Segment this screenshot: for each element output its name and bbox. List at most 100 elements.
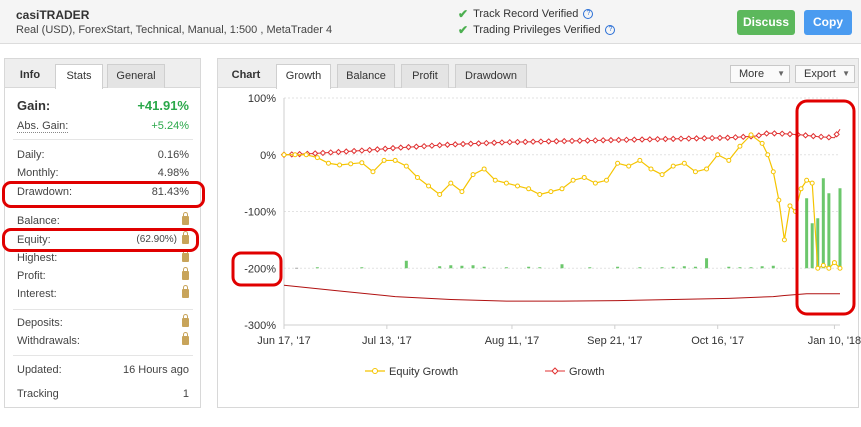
growth-point xyxy=(631,136,638,143)
growth-point xyxy=(763,130,770,137)
bar xyxy=(838,188,842,269)
tracking-value[interactable]: 1 xyxy=(182,388,189,400)
growth-point xyxy=(529,138,537,145)
equity-point xyxy=(314,155,320,161)
chart-panel: Chart Growth Balance Profit Drawdown Mor… xyxy=(217,58,859,408)
bar xyxy=(404,260,408,269)
bar xyxy=(560,264,564,269)
more-dropdown[interactable]: More ▼ xyxy=(730,65,790,83)
account-name[interactable]: casiTRADER xyxy=(16,8,90,22)
x-axis-ticks: Jun 17, '17 Jul 13, '17 Aug 11, '17 Sep 21,… xyxy=(257,325,861,347)
growth-point xyxy=(327,149,334,156)
daily-value: 0.16% xyxy=(157,149,189,161)
bar xyxy=(682,266,686,269)
profit-row: Profit: xyxy=(17,267,189,282)
balance-line xyxy=(283,284,840,302)
growth-point xyxy=(833,131,840,138)
growth-point xyxy=(545,138,552,145)
tab-general[interactable]: General xyxy=(107,64,165,88)
equity-point xyxy=(765,152,771,158)
chart-tabs: Chart Growth Balance Profit Drawdown Mor… xyxy=(218,59,858,89)
growth-point xyxy=(296,150,303,158)
chart-grid xyxy=(283,97,840,326)
abs-gain-label[interactable]: Abs. Gain: xyxy=(17,120,69,133)
growth-point xyxy=(607,136,615,144)
bar xyxy=(816,218,820,269)
bar xyxy=(638,267,642,269)
chart-lines xyxy=(280,128,843,302)
equity-point xyxy=(776,197,782,203)
tab-growth[interactable]: Growth xyxy=(276,64,331,89)
chevron-down-icon: ▼ xyxy=(842,69,850,78)
equity-point xyxy=(804,177,810,183)
monthly-value: 4.98% xyxy=(157,167,189,179)
bar xyxy=(438,266,442,269)
discuss-button[interactable]: Discuss xyxy=(737,10,795,35)
growth-point xyxy=(420,142,428,150)
y-tick-label: -300% xyxy=(244,320,276,332)
tab-drawdown[interactable]: Drawdown xyxy=(455,64,527,88)
tab-balance[interactable]: Balance xyxy=(337,64,395,88)
x-tick-label: Sep 21, '17 xyxy=(587,335,642,347)
equity-point xyxy=(537,191,543,197)
export-dropdown[interactable]: Export ▼ xyxy=(795,65,855,83)
equity-point xyxy=(748,132,754,138)
x-tick-label: Oct 16, '17 xyxy=(691,335,744,347)
equity-point xyxy=(281,152,287,158)
equity-point xyxy=(820,262,826,268)
tracking-row: Tracking 1 xyxy=(17,388,189,400)
bar xyxy=(660,267,664,269)
equity-point xyxy=(426,183,432,189)
tab-info[interactable]: Info xyxy=(19,69,41,81)
equity-point xyxy=(492,177,498,183)
lock-icon[interactable] xyxy=(182,212,189,227)
abs-gain-value: +5.24% xyxy=(151,120,189,132)
equity-point xyxy=(603,177,609,183)
growth-point xyxy=(514,138,521,146)
annotation-drop-box xyxy=(795,99,856,316)
x-tick-label: Aug 11, '17 xyxy=(485,335,540,347)
account-details: Real (USD), ForexStart, Technical, Manua… xyxy=(16,24,333,36)
account-header: casiTRADER Real (USD), ForexStart, Techn… xyxy=(0,0,861,44)
growth-point xyxy=(740,133,747,141)
bar xyxy=(805,198,809,269)
growth-point xyxy=(623,136,630,144)
tab-stats[interactable]: Stats xyxy=(55,64,103,89)
highest-label: Highest: xyxy=(17,252,58,264)
growth-point xyxy=(724,134,731,141)
daily-label: Daily: xyxy=(17,149,45,161)
equity-point xyxy=(470,172,476,178)
equity-row: Equity: (62.90%) xyxy=(17,231,189,246)
x-tick-label: Jan 10, '18 xyxy=(808,335,861,347)
equity-point xyxy=(581,174,587,180)
bar xyxy=(693,266,697,269)
equity-point xyxy=(759,140,765,146)
bar xyxy=(705,258,709,269)
lock-icon[interactable] xyxy=(182,332,189,347)
drawdown-label: Drawdown: xyxy=(17,186,73,198)
equity-point xyxy=(715,152,721,158)
lock-icon[interactable] xyxy=(182,314,189,329)
equity-point xyxy=(809,180,815,186)
growth-point xyxy=(592,137,599,144)
lock-icon[interactable] xyxy=(182,285,189,300)
bar xyxy=(771,265,775,269)
y-tick-label: 0% xyxy=(260,150,276,162)
growth-point xyxy=(350,147,358,155)
tab-profit[interactable]: Profit xyxy=(401,64,449,88)
copy-button[interactable]: Copy xyxy=(804,10,852,35)
growth-point xyxy=(428,142,436,149)
lock-icon[interactable] xyxy=(182,231,189,246)
growth-point xyxy=(584,137,591,144)
divider xyxy=(13,309,193,310)
growth-point xyxy=(335,148,342,156)
y-tick-label: -200% xyxy=(244,263,276,275)
equity-point xyxy=(392,157,398,163)
lock-icon[interactable] xyxy=(182,267,189,282)
bar xyxy=(360,267,364,269)
equity-point xyxy=(481,166,487,172)
help-icon[interactable]: ? xyxy=(605,25,616,35)
help-icon[interactable]: ? xyxy=(583,9,594,19)
bar xyxy=(821,178,825,269)
